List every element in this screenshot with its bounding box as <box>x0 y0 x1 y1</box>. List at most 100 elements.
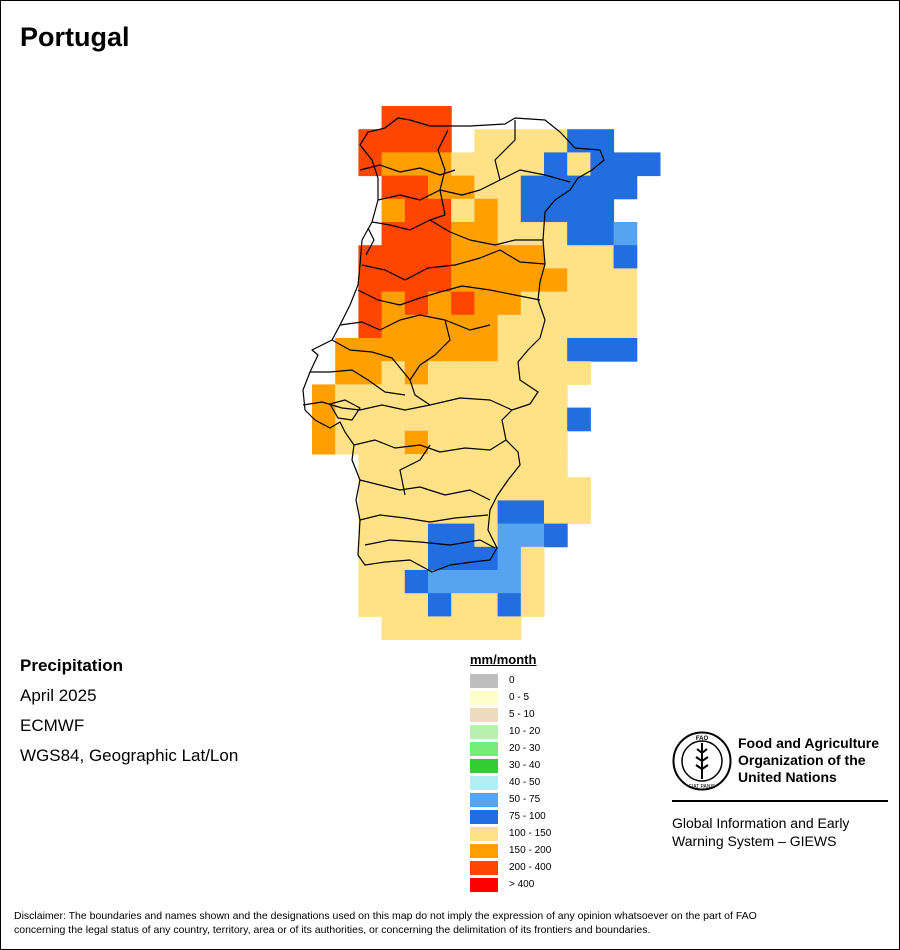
precip-cell <box>358 477 383 501</box>
precip-cell <box>451 361 475 385</box>
precip-cell <box>590 338 615 362</box>
precip-cell <box>428 454 452 478</box>
precip-cell <box>544 314 568 339</box>
precip-cell <box>497 546 522 571</box>
precip-cell <box>613 314 638 339</box>
district-border <box>359 479 491 501</box>
legend-row: 50 - 75 <box>470 791 551 808</box>
precip-cell <box>474 198 499 223</box>
precip-cell <box>358 338 383 362</box>
precip-cell <box>497 314 522 339</box>
disclaimer-line: Disclaimer: The boundaries and names sho… <box>14 910 757 922</box>
precip-cell <box>520 175 545 200</box>
precip-cell <box>404 268 429 293</box>
precip-cell <box>590 268 615 293</box>
precip-cell <box>381 430 406 455</box>
precip-cell <box>451 616 475 640</box>
precip-cell <box>567 175 591 200</box>
precip-cell <box>428 268 452 293</box>
fao-logo-text: FAO <box>696 736 709 742</box>
legend-swatch <box>470 843 498 858</box>
precip-cell <box>451 338 475 362</box>
precip-cell <box>381 175 406 200</box>
precip-cell <box>567 500 591 525</box>
precip-cell <box>474 407 499 432</box>
precipitation-map <box>302 106 661 640</box>
precip-cell <box>381 314 406 339</box>
precip-cell <box>497 338 522 362</box>
precip-cell <box>520 593 545 617</box>
tagus-estuary <box>329 399 361 421</box>
precip-cell <box>474 430 499 455</box>
precip-cell <box>451 546 475 571</box>
legend-row: 0 <box>470 672 551 689</box>
precip-cell <box>335 361 359 385</box>
org-name-line: Organization of the <box>738 752 866 768</box>
legend-row: 20 - 30 <box>470 740 551 757</box>
precip-cell <box>567 245 591 269</box>
precip-cell <box>428 222 452 246</box>
legend-unit: mm/month <box>470 652 537 667</box>
legend-row: 40 - 50 <box>470 774 551 791</box>
precip-cell <box>613 152 638 177</box>
precip-cell <box>404 291 429 316</box>
legend-label: 150 - 200 <box>509 845 552 856</box>
disclaimer: Disclaimer: The boundaries and names sho… <box>14 909 884 937</box>
precip-cell <box>381 361 406 385</box>
precip-cell <box>474 454 499 478</box>
precip-cell <box>497 175 522 200</box>
precip-cell <box>381 152 406 177</box>
disclaimer-line: concerning the legal status of any count… <box>14 924 651 936</box>
precip-cell <box>520 338 545 362</box>
admin-borders <box>302 117 605 573</box>
org-name-line: United Nations <box>738 769 837 785</box>
precip-cell <box>613 175 638 200</box>
precip-cell <box>613 268 638 293</box>
giews-line: Warning System – GIEWS <box>672 833 837 849</box>
precip-cell <box>474 152 499 177</box>
legend-label: 40 - 50 <box>509 777 541 788</box>
district-border <box>361 249 546 281</box>
legend-swatch <box>470 775 498 790</box>
district-border <box>437 129 449 191</box>
precip-cell <box>358 500 383 525</box>
precip-cell <box>358 245 383 269</box>
precip-cell <box>567 477 591 501</box>
precip-cell <box>312 407 336 432</box>
district-border <box>359 514 489 523</box>
precip-cell <box>358 268 383 293</box>
precip-cell <box>428 361 452 385</box>
legend-row: 5 - 10 <box>470 706 551 723</box>
precip-cell <box>358 291 383 316</box>
period-label: April 2025 <box>20 686 97 705</box>
country-outline <box>302 117 605 573</box>
precip-cell <box>474 361 499 385</box>
precip-cell <box>358 407 383 432</box>
precip-cell <box>497 129 522 153</box>
coastal-lagoon <box>365 227 375 256</box>
precip-cell <box>497 384 522 409</box>
precip-cell <box>404 314 429 339</box>
giews-line: Global Information and Early <box>672 815 850 831</box>
precip-cell <box>381 129 406 153</box>
district-border <box>339 314 491 331</box>
precip-cell <box>497 454 522 478</box>
precip-cell <box>404 106 429 130</box>
precip-cell <box>451 152 475 177</box>
precip-cell <box>404 454 429 478</box>
org-name-line: Food and Agriculture <box>738 735 880 751</box>
precip-cell <box>497 198 522 223</box>
precip-cell <box>520 314 545 339</box>
precip-cell <box>590 222 615 246</box>
precip-cell <box>590 129 615 153</box>
precip-cell <box>335 384 359 409</box>
precip-cell <box>613 291 638 316</box>
precip-cell <box>567 222 591 246</box>
precip-cell <box>404 523 429 548</box>
district-border <box>310 369 406 396</box>
precip-cell <box>544 361 568 385</box>
precip-cell <box>544 222 568 246</box>
precip-cell <box>358 430 383 455</box>
precip-cell <box>404 570 429 594</box>
legend-label: 200 - 400 <box>509 862 552 873</box>
